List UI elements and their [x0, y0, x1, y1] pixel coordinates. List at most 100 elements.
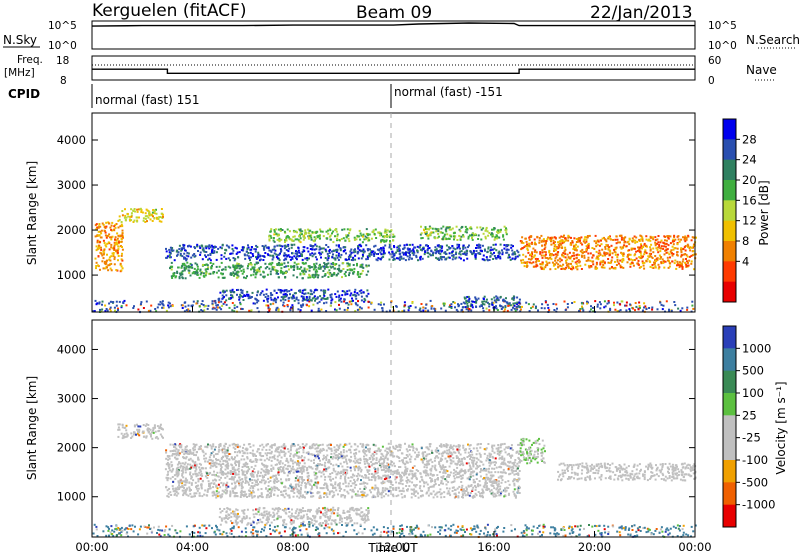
scatter-cell [115, 239, 118, 242]
scatter-cell [323, 267, 326, 270]
scatter-cell [125, 532, 128, 535]
scatter-cell [249, 259, 251, 262]
scatter-cell [651, 264, 654, 266]
scatter-cell [486, 454, 489, 457]
scatter-cell [304, 524, 306, 527]
scatter-cell [276, 234, 279, 237]
scatter-cell [436, 244, 439, 247]
scatter-cell [411, 243, 414, 246]
scatter-cell [459, 253, 462, 256]
scatter-cell [470, 459, 473, 462]
scatter-cell [367, 292, 370, 295]
scatter-cell [111, 529, 114, 532]
scatter-cell [605, 240, 608, 243]
n-sky-label: N.Sky [3, 33, 37, 47]
scatter-cell [124, 208, 126, 211]
scatter-cell [600, 260, 603, 263]
scatter-cell [234, 246, 237, 249]
scatter-cell [145, 300, 148, 303]
scatter-cell [511, 297, 514, 300]
scatter-cell [228, 532, 231, 535]
scatter-cell [208, 247, 211, 250]
scatter-cell [576, 268, 579, 271]
scatter-cell [270, 486, 273, 489]
scatter-cell [590, 265, 592, 267]
scatter-cell [338, 269, 340, 272]
scatter-cell [262, 247, 265, 250]
scatter-cell [564, 534, 567, 537]
scatter-cell [628, 243, 631, 246]
scatter-cell [114, 238, 116, 241]
scatter-cell [614, 308, 617, 311]
scatter-cell [399, 449, 401, 452]
scatter-cell [183, 257, 186, 260]
scatter-cell [299, 241, 302, 244]
scatter-cell [182, 243, 185, 246]
scatter-cell [498, 494, 501, 497]
scatter-cell [300, 295, 303, 298]
scatter-cell [203, 250, 206, 253]
scatter-cell [465, 231, 468, 234]
scatter-cell [125, 432, 128, 435]
scatter-cell [352, 294, 355, 297]
scatter-cell [367, 237, 370, 239]
scatter-cell [447, 527, 450, 530]
scatter-cell [303, 250, 306, 253]
scatter-cell [150, 213, 153, 216]
scatter-cell [374, 477, 377, 480]
scatter-cell [301, 233, 303, 236]
scatter-cell [667, 235, 670, 238]
scatter-cell [240, 269, 243, 272]
scatter-cell [101, 254, 104, 257]
scatter-cell [673, 301, 676, 303]
scatter-cell [335, 489, 338, 492]
scatter-cell [547, 306, 550, 309]
scatter-cell [207, 254, 210, 257]
n-search-label: N.Search [746, 33, 800, 47]
scatter-cell [597, 255, 600, 257]
scatter-cell [425, 230, 428, 233]
scatter-cell [668, 310, 671, 312]
scatter-cell [624, 528, 627, 531]
scatter-cell [526, 247, 529, 250]
scatter-cell [149, 309, 152, 312]
scatter-cell [145, 436, 148, 439]
scatter-cell [357, 472, 360, 475]
scatter-cell [325, 244, 328, 246]
scatter-cell [381, 239, 384, 242]
scatter-cell [344, 249, 347, 252]
scatter-cell [278, 532, 281, 535]
scatter-cell [588, 265, 591, 268]
scatter-cell [554, 241, 556, 244]
scatter-cell [619, 241, 621, 244]
scatter-cell [179, 252, 182, 255]
scatter-cell [427, 474, 430, 477]
scatter-cell [382, 247, 385, 250]
scatter-cell [543, 250, 546, 253]
scatter-cell [344, 530, 347, 533]
power-cbar-swatch-1 [723, 139, 736, 161]
scatter-cell [230, 297, 233, 299]
scatter-cell [314, 256, 317, 259]
scatter-cell [345, 234, 348, 237]
scatter-cell [471, 238, 474, 241]
scatter-cell [378, 231, 381, 234]
scatter-cell [452, 481, 455, 483]
scatter-cell [290, 238, 293, 241]
scatter-cell [635, 250, 638, 253]
scatter-cell [549, 238, 552, 241]
scatter-cell [229, 495, 232, 498]
scatter-cell [607, 261, 610, 264]
scatter-cell [347, 262, 349, 265]
scatter-cell [184, 249, 186, 252]
scatter-cell [281, 271, 284, 274]
scatter-cell [268, 448, 271, 451]
scatter-cell [120, 240, 123, 243]
scatter-cell [309, 276, 312, 279]
scatter-cell [246, 267, 249, 270]
scatter-cell [455, 531, 458, 534]
scatter-cell [171, 469, 174, 472]
scatter-cell [569, 243, 572, 246]
scatter-cell [295, 454, 298, 457]
scatter-cell [352, 256, 355, 259]
